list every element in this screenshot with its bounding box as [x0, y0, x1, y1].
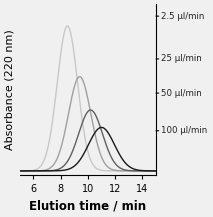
Y-axis label: Absorbance (220 nm): Absorbance (220 nm) [4, 29, 14, 150]
X-axis label: Elution time / min: Elution time / min [29, 200, 146, 213]
Text: 100 µl/min: 100 µl/min [161, 126, 208, 135]
Text: 50 µl/min: 50 µl/min [161, 89, 202, 98]
Text: 2.5 µl/min: 2.5 µl/min [161, 12, 205, 21]
Text: 25 µl/min: 25 µl/min [161, 54, 202, 63]
